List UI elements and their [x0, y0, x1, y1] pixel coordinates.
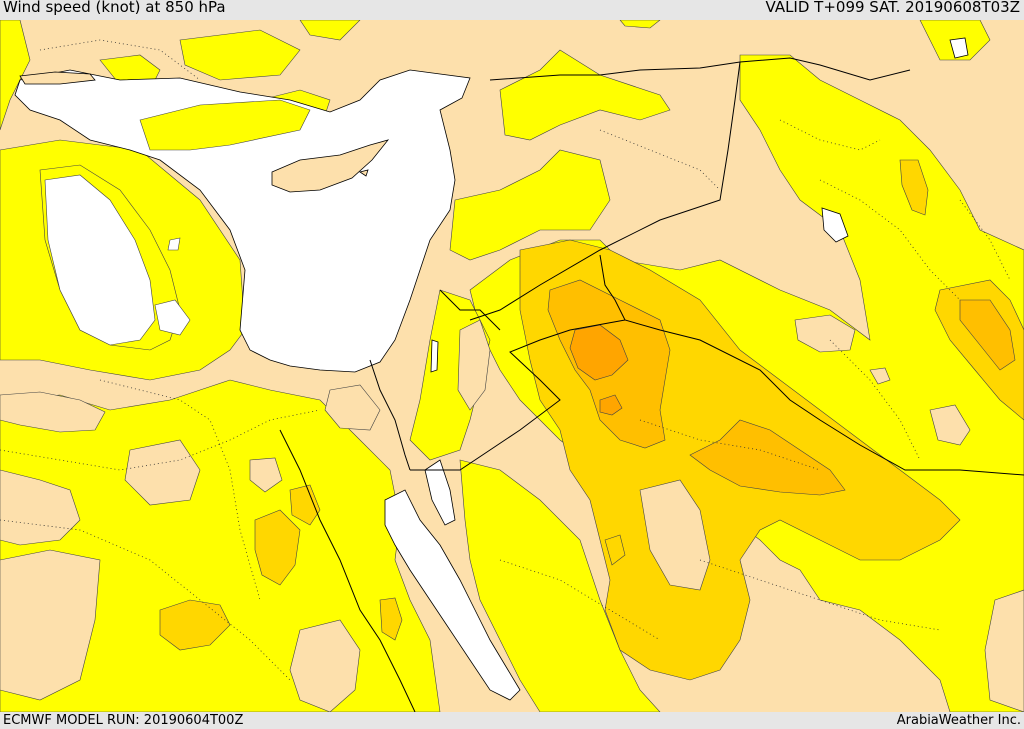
wind-band-4: [569, 324, 629, 416]
map-header: Wind speed (knot) at 850 hPa VALID T+099…: [0, 0, 1024, 20]
map-title: Wind speed (knot) at 850 hPa: [3, 0, 226, 16]
map-canvas: [0, 20, 1024, 712]
lake-van: [949, 37, 969, 59]
sea-areas: [14, 37, 969, 701]
calm-sea-patches: [44, 174, 191, 346]
map-footer: ECMWF MODEL RUN: 20190604T00Z ArabiaWeat…: [0, 712, 1024, 729]
mediterranean-islands: [19, 71, 390, 193]
mediterranean-sea: [14, 69, 471, 373]
crete: [19, 71, 96, 85]
gulf-of-aqaba: [424, 459, 456, 526]
credit: ArabiaWeather Inc.: [896, 713, 1021, 728]
low-wind-patches: [0, 314, 1024, 712]
country-borders: [279, 57, 1024, 712]
red-sea: [384, 489, 521, 701]
wind-speed-map: [0, 20, 1024, 712]
cyprus: [271, 139, 390, 193]
valid-time: VALID T+099 SAT. 20190608T03Z: [765, 0, 1020, 16]
province-borders: [0, 39, 1011, 681]
model-run: ECMWF MODEL RUN: 20190604T00Z: [3, 713, 244, 728]
lake-tharthar: [821, 207, 849, 243]
dead-sea: [430, 339, 439, 373]
